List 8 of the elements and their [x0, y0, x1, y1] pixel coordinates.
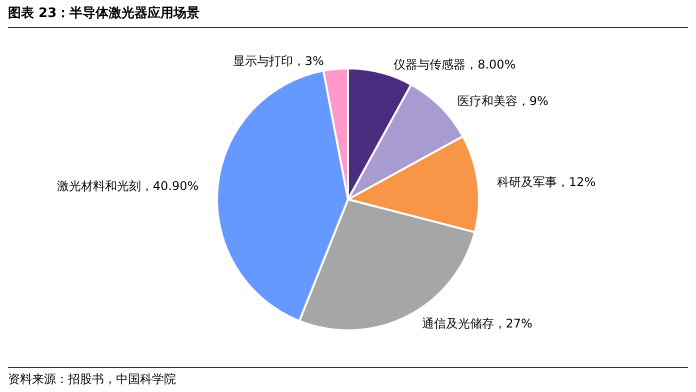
slice-label: 通信及光储存，27%	[422, 316, 532, 330]
slice-label: 科研及军事，12%	[496, 175, 596, 190]
slice-label: 医疗和美容，9%	[457, 94, 548, 108]
slice-label: 显示与打印，3%	[232, 54, 324, 68]
slice-label: 激光材料和光刻，40.90%	[56, 179, 199, 194]
slice-label: 仪器与传感器，8.00%	[394, 58, 516, 72]
chart-title: 图表 23：半导体激光器应用场景	[8, 4, 688, 28]
text: 资料来源：招股书，中国科学院	[8, 367, 688, 388]
